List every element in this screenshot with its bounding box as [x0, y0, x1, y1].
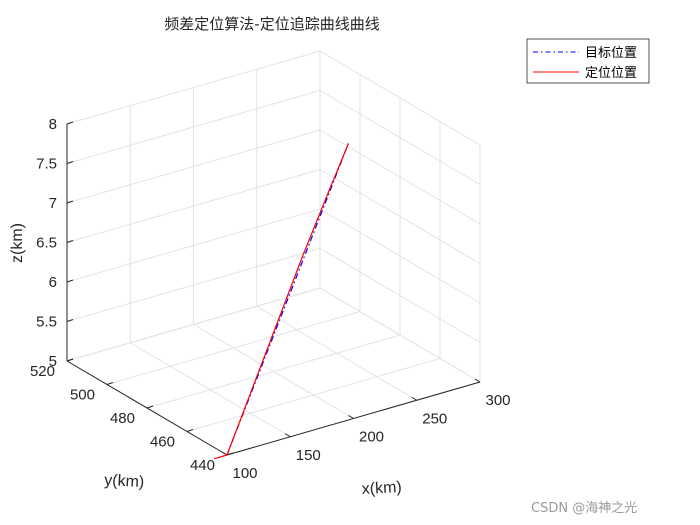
- x-tick-mark: [411, 396, 418, 401]
- x-axis-label: x(km): [361, 479, 402, 498]
- legend: 目标位置 定位位置: [526, 38, 650, 84]
- series-lines: [214, 143, 349, 460]
- z-tick-label: 7: [49, 195, 57, 212]
- x-tick-label: 150: [296, 447, 321, 464]
- y-tick-mark: [186, 429, 194, 432]
- x-tick-label: 200: [359, 429, 384, 446]
- legend-box: [526, 38, 650, 84]
- axis-lines: [66, 121, 481, 456]
- grid-line-back-z: [66, 169, 321, 243]
- z-tick-mark: [66, 121, 74, 125]
- grid-line-back-z: [66, 50, 321, 125]
- z-tick-mark: [66, 319, 74, 322]
- x-tick-label: 100: [232, 465, 257, 482]
- z-tick-mark: [66, 161, 74, 164]
- legend-label-estimate: 定位位置: [585, 66, 637, 81]
- grid-line-side-z: [319, 129, 481, 225]
- z-tick-mark: [66, 240, 74, 243]
- x-tick-mark: [474, 378, 481, 383]
- x-tick-mark: [221, 451, 228, 456]
- legend-label-target: 目标位置: [585, 46, 637, 61]
- grid-line-side-z: [319, 50, 481, 146]
- grid-line-side-z: [319, 169, 481, 264]
- z-tick-mark: [66, 279, 74, 283]
- z-tick-mark: [66, 358, 74, 362]
- chart-title: 频差定位算法-定位追踪曲线曲线: [164, 15, 379, 33]
- z-tick-label: 5.5: [36, 314, 57, 331]
- grid-lines: [66, 50, 481, 456]
- y-tick-label: 520: [30, 363, 55, 380]
- z-axis-label: z(km): [9, 223, 26, 263]
- y-tick-mark: [226, 452, 234, 456]
- series-line-estimate: [214, 143, 349, 460]
- grid-line-back-z: [66, 287, 321, 362]
- z-tick-label: 8: [49, 116, 57, 133]
- watermark: CSDN @海神之光: [531, 501, 637, 516]
- y-tick-label: 440: [190, 457, 215, 474]
- grid-line-floor-y: [106, 311, 361, 385]
- grid-line-side-z: [319, 248, 481, 343]
- grid-line-back-z: [66, 208, 321, 283]
- x-tick-mark: [284, 433, 291, 438]
- z-tick-label: 6: [49, 274, 57, 291]
- y-tick-label: 460: [150, 434, 175, 451]
- z-tick-label: 5: [49, 353, 57, 370]
- grid-line-side-z: [319, 287, 481, 383]
- y-tick-label: 500: [70, 387, 95, 404]
- grid-line-side-z: [319, 208, 481, 304]
- z-tick-label: 6.5: [36, 235, 57, 252]
- grid-line-side-z: [319, 90, 481, 185]
- x-tick-mark: [348, 415, 354, 419]
- y-tick-mark: [106, 382, 114, 385]
- z-tick-label: 7.5: [36, 156, 57, 173]
- y-tick-mark: [146, 405, 154, 409]
- grid-line-floor-y: [186, 358, 441, 432]
- grid-line-back-z: [66, 129, 321, 204]
- grid-line-floor-y: [146, 334, 401, 409]
- z-tick-mark: [66, 200, 74, 204]
- grid-line-back-z: [66, 90, 321, 164]
- x-tick-label: 250: [422, 410, 447, 427]
- y-axis-label: y(km): [104, 472, 145, 491]
- y-tick-label: 480: [110, 410, 135, 427]
- x-tick-label: 300: [485, 392, 510, 409]
- grid-line-back-z: [66, 248, 321, 322]
